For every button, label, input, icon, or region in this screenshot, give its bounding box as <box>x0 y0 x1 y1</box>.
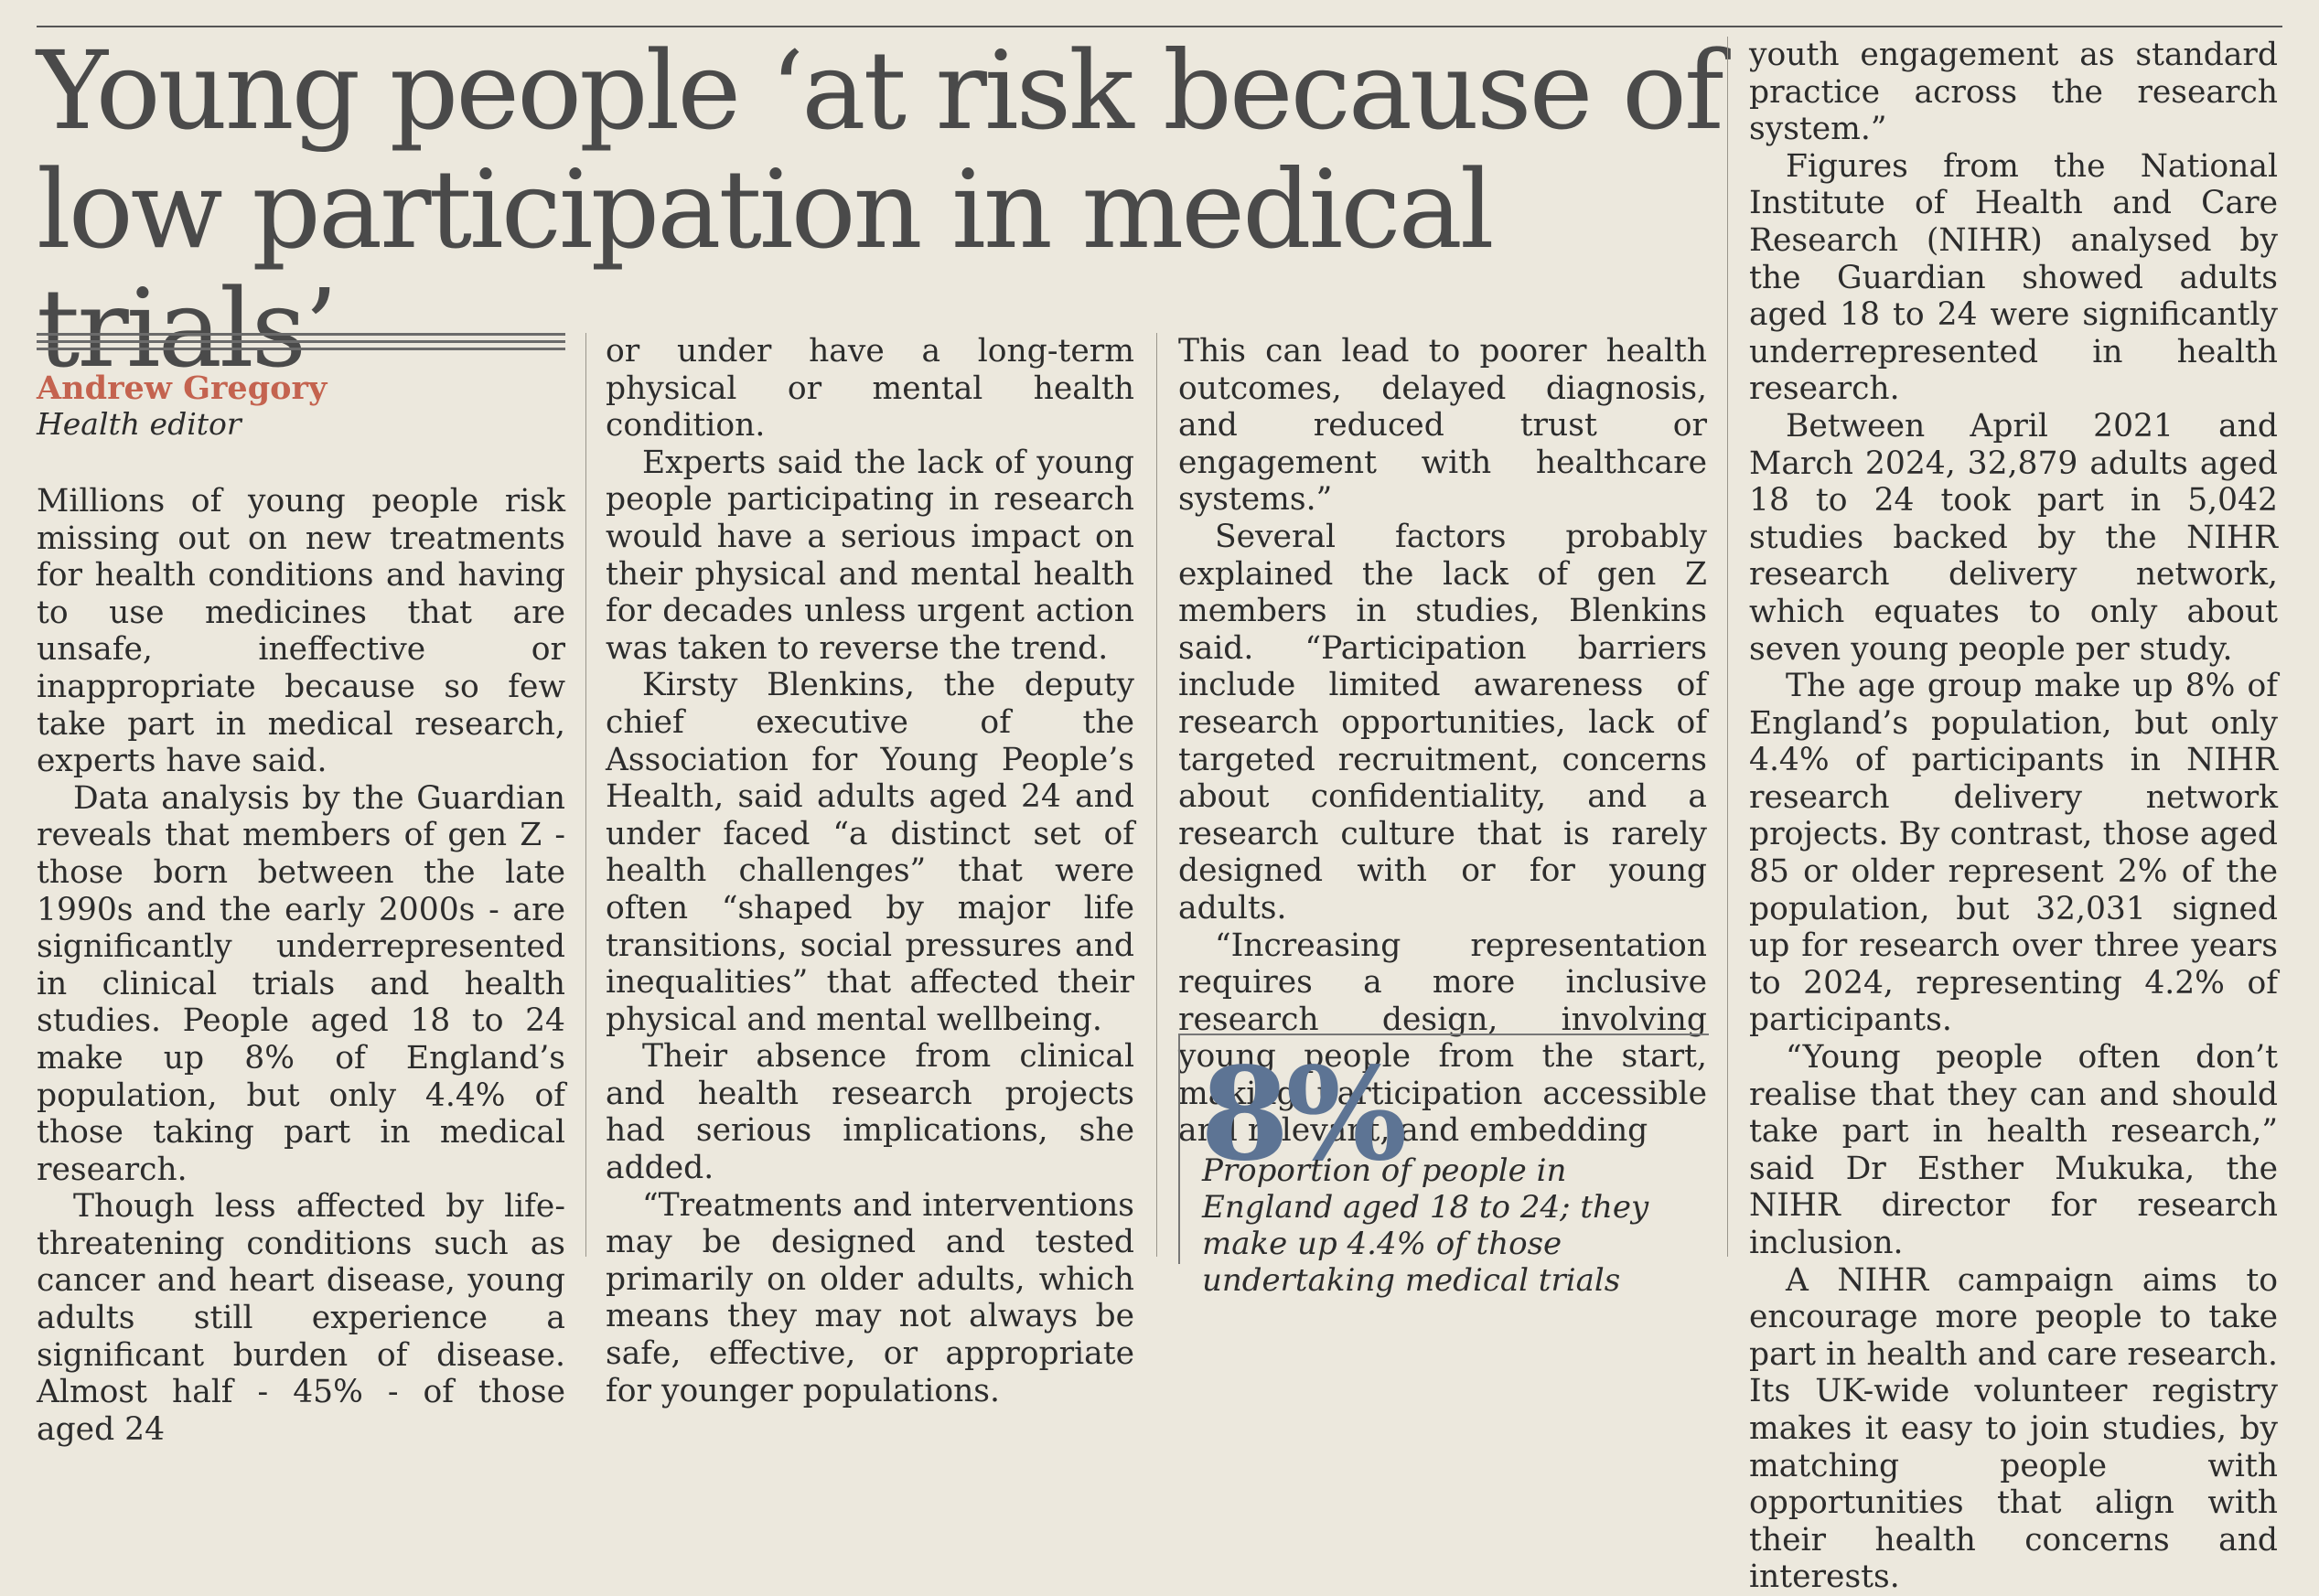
column-divider <box>585 333 586 1257</box>
byline-rules <box>37 333 565 360</box>
headline-line-2: low participation in medical trials’ <box>37 146 1495 391</box>
newspaper-page: Young people ‘at risk because of low par… <box>37 26 2282 1595</box>
paragraph: This can lead to poorer health outcomes,… <box>1178 333 1707 519</box>
paragraph: youth engagement as standard practice ac… <box>1749 37 2278 148</box>
paragraph: A NIHR campaign aims to encourage more p… <box>1749 1261 2278 1596</box>
paragraph: Kirsty Blenkins, the deputy chief execut… <box>606 667 1134 1038</box>
paragraph: Several factors probably explained the l… <box>1178 518 1707 927</box>
column-4: youth engagement as standard practice ac… <box>1749 37 2278 1596</box>
paragraph: The age group make up 8% of England’s po… <box>1749 668 2278 1039</box>
column-2: or under have a long-term physical or me… <box>606 333 1134 1409</box>
stat-callout: 8% Proportion of people in England aged … <box>1178 1034 1709 1299</box>
byline-rule <box>37 333 565 336</box>
paragraph: Data analysis by the Guardian reveals th… <box>37 779 565 1188</box>
paragraph: “Treatments and interventions may be des… <box>606 1186 1134 1409</box>
paragraph: or under have a long-term physical or me… <box>606 333 1134 445</box>
paragraph: Between April 2021 and March 2024, 32,87… <box>1749 407 2278 668</box>
column-divider <box>1156 333 1157 1257</box>
paragraph: Experts said the lack of young people pa… <box>606 444 1134 667</box>
stat-caption: Proportion of people in England aged 18 … <box>1202 1152 1649 1299</box>
stat-value: 8% <box>1200 1040 1407 1190</box>
top-rule <box>37 26 2282 27</box>
headline: Young people ‘at risk because of low par… <box>37 31 1729 388</box>
headline-line-1: Young people ‘at risk because of <box>37 27 1724 154</box>
column-divider <box>1727 37 1728 1257</box>
byline-rule <box>37 340 565 343</box>
paragraph: Millions of young people risk missing ou… <box>37 483 565 780</box>
column-1: Millions of young people risk missing ou… <box>37 483 565 1448</box>
paragraph: Their absence from clinical and health r… <box>606 1038 1134 1187</box>
byline-author: Andrew Gregory <box>37 370 327 407</box>
byline-rule <box>37 348 565 350</box>
byline-role: Health editor <box>37 406 242 442</box>
paragraph: “Increasing representation requires a mo… <box>1178 927 1707 1150</box>
paragraph: Figures from the National Institute of H… <box>1749 147 2278 408</box>
paragraph: “Young people often don’t realise that t… <box>1749 1039 2278 1261</box>
paragraph: Though less affected by life-threatening… <box>37 1188 565 1448</box>
column-3: This can lead to poorer health outcomes,… <box>1178 333 1707 1150</box>
